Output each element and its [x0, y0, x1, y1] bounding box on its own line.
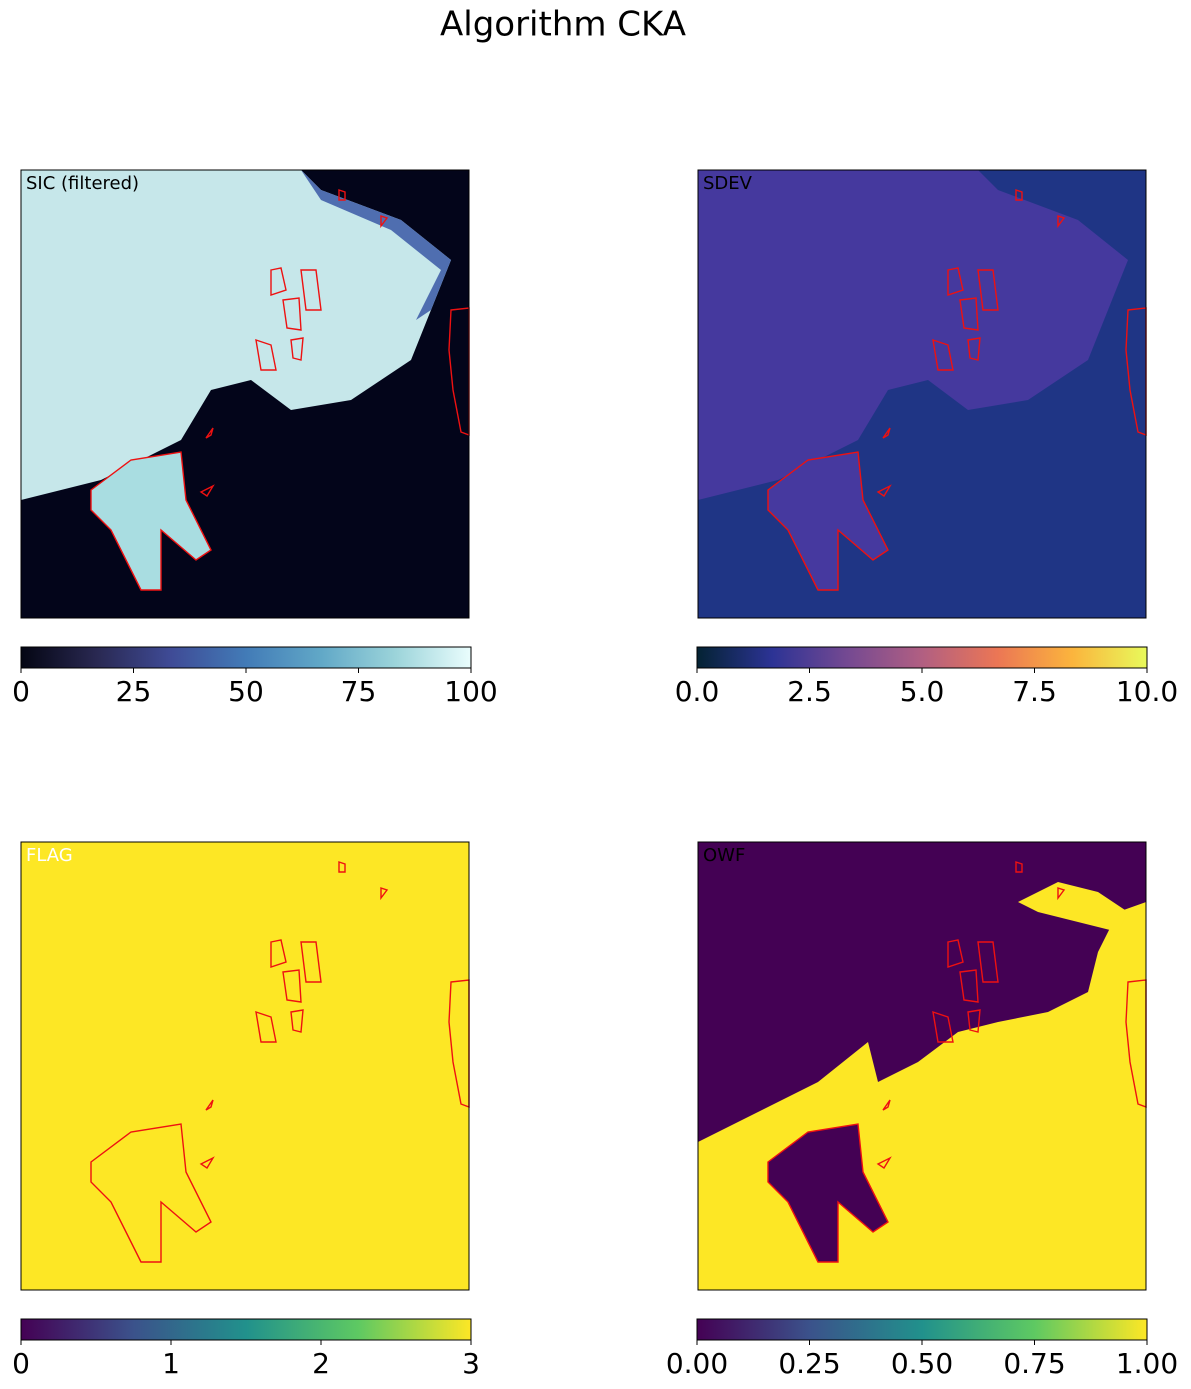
tick-label: 0 — [12, 675, 30, 708]
panel-label: SIC (filtered) — [26, 173, 139, 194]
panel-label: OWF — [703, 845, 745, 866]
tick-label: 0.0 — [675, 675, 720, 708]
tick-label: 0.00 — [666, 1347, 728, 1380]
tick-label: 7.5 — [1012, 675, 1057, 708]
map-flag — [21, 842, 470, 1290]
map-owf — [698, 842, 1147, 1290]
map-sdev — [698, 170, 1147, 618]
colorbar — [20, 1318, 472, 1341]
tick-label: 0.25 — [778, 1347, 840, 1380]
tick-label: 50 — [228, 675, 264, 708]
colorbar — [696, 1318, 1148, 1341]
tick-label: 5.0 — [900, 675, 945, 708]
tick-label: 2 — [312, 1347, 330, 1380]
tick-label: 2.5 — [787, 675, 832, 708]
panel-label: SDEV — [703, 173, 753, 194]
tick-label: 10.0 — [1116, 675, 1178, 708]
map-frame — [20, 169, 470, 619]
tick-label: 25 — [116, 675, 152, 708]
map-frame — [697, 169, 1147, 619]
panel-label: FLAG — [26, 845, 73, 866]
tick-label: 0.75 — [1003, 1347, 1065, 1380]
figure-title: Algorithm CKA — [440, 5, 686, 45]
tick-label: 0.50 — [891, 1347, 953, 1380]
tick-label: 0 — [12, 1347, 30, 1380]
tick-label: 75 — [341, 675, 377, 708]
map-frame — [697, 841, 1147, 1291]
tick-label: 1 — [162, 1347, 180, 1380]
tick-label: 100 — [444, 675, 497, 708]
colorbar — [20, 646, 472, 669]
tick-label: 3 — [462, 1347, 480, 1380]
tick-label: 1.00 — [1116, 1347, 1178, 1380]
colorbar — [696, 646, 1148, 669]
map-sic — [21, 170, 470, 618]
map-frame — [20, 841, 470, 1291]
